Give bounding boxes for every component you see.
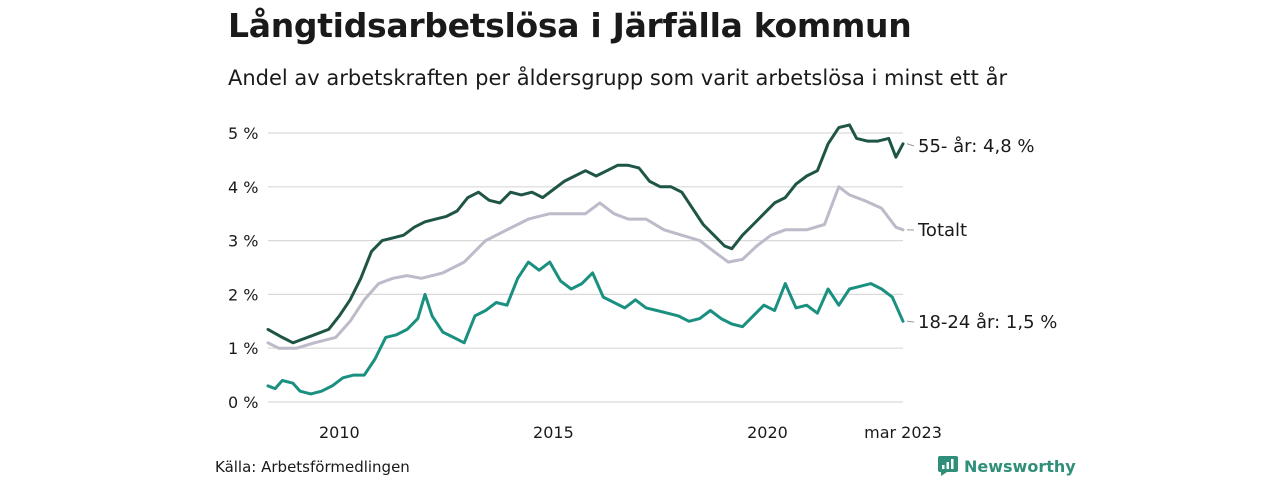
chart-title: Långtidsarbetslösa i Järfälla kommun (228, 6, 912, 45)
source-note: Källa: Arbetsförmedlingen (215, 458, 410, 476)
y-tick-label: 2 % (228, 285, 258, 304)
line-chart: 0 %1 %2 %3 %4 %5 % 2010 2015 2020 mar 2023 … (228, 123, 1057, 442)
series-end-label-older: 55- år: 4,8 % (918, 136, 1034, 157)
series-end-labels: Totalt 18-24 år: 1,5 % 55- år: 4,8 % (906, 136, 1057, 333)
y-tick-label: 0 % (228, 393, 258, 412)
x-tick-label: 2020 (747, 423, 788, 442)
y-axis-tick-labels: 0 % 1 % 2 % 3 % 4 % 5 % (228, 124, 258, 412)
series-end-label-total: Totalt (917, 220, 967, 241)
label-connector-young (906, 320, 915, 323)
series-line-older (266, 123, 905, 345)
x-axis-tick-labels: 2010 2015 2020 mar 2023 (319, 423, 942, 442)
series-line-total (266, 185, 905, 350)
y-tick-label: 5 % (228, 124, 258, 143)
brand-name: Newsworthy (964, 456, 1076, 476)
x-tick-label: mar 2023 (864, 423, 942, 442)
label-connector-older (906, 143, 915, 147)
series-lines (266, 123, 905, 396)
chart-subtitle: Andel av arbetskraften per åldersgrupp s… (228, 66, 1008, 90)
y-tick-label: 3 % (228, 232, 258, 251)
x-tick-label: 2015 (533, 423, 574, 442)
series-end-label-young: 18-24 år: 1,5 % (918, 312, 1057, 333)
gridlines (268, 132, 903, 403)
newsworthy-logo-icon (938, 456, 958, 476)
y-tick-label: 1 % (228, 339, 258, 358)
x-tick-label: 2010 (319, 423, 360, 442)
brand-logo: Newsworthy (938, 456, 1076, 476)
series-line-young (266, 260, 905, 396)
y-tick-label: 4 % (228, 178, 258, 197)
